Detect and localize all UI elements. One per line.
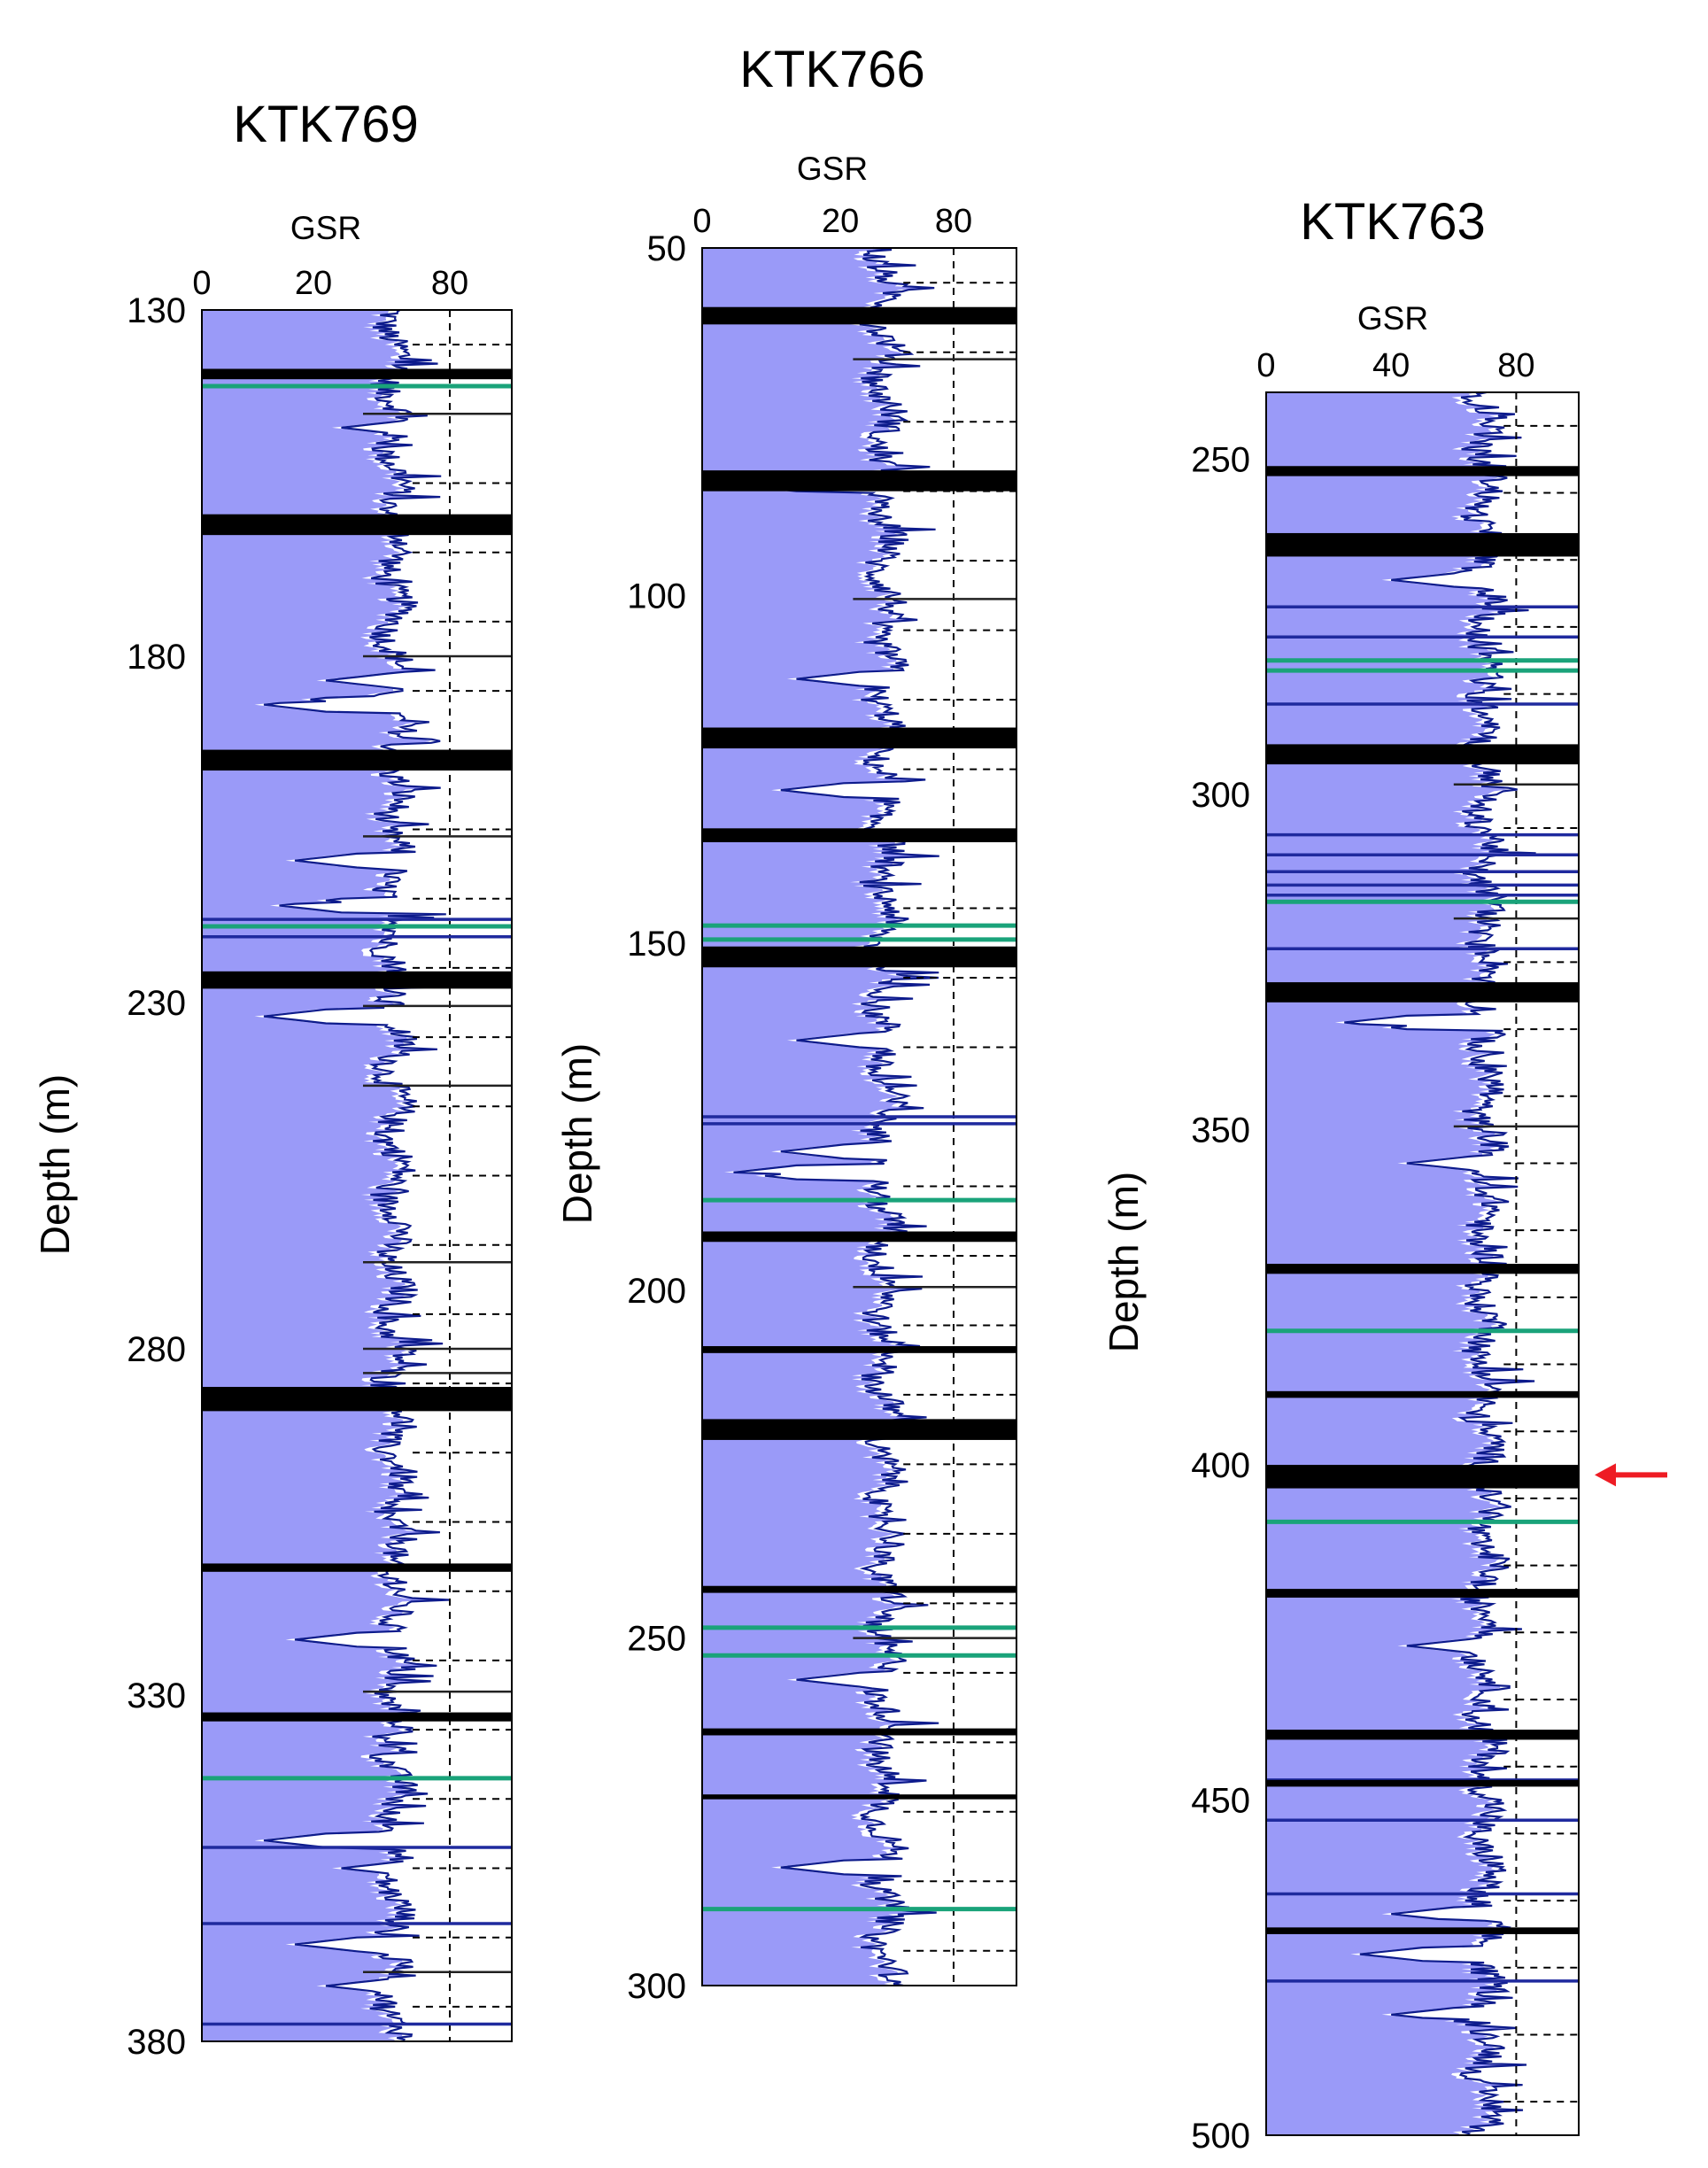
black-bed (702, 1345, 1016, 1353)
black-bed (1266, 532, 1579, 557)
panel-ktk769: KTK769 GSR Depth (m) 0 20 80 130 180 230 280 33… (32, 96, 513, 2062)
plot-frame (701, 247, 1017, 1986)
gsr-curve (263, 309, 450, 2042)
black-bed (202, 1563, 512, 1572)
panel-ktk766: KTK766 GSR Depth (m) 0 20 80 50 100 150 200 250… (554, 41, 1017, 2006)
y-tick-label: 450 (1191, 1782, 1250, 1821)
y-tick-label: 500 (1191, 2117, 1250, 2156)
black-bed (702, 828, 1016, 843)
x-tick-label: 0 (192, 265, 211, 302)
black-bed (202, 749, 512, 771)
y-axis-label: Depth (m) (1101, 1172, 1147, 1352)
y-tick-label: 150 (627, 925, 686, 964)
plot-frame (201, 309, 513, 2042)
well-title: KTK766 (739, 41, 925, 98)
black-bed (1266, 1927, 1579, 1934)
x-tick-label: 0 (692, 203, 711, 240)
y-tick-label: 230 (127, 984, 186, 1023)
y-tick-label: 350 (1191, 1111, 1250, 1150)
x-tick-label: 80 (431, 265, 468, 302)
y-axis-label: Depth (m) (32, 1074, 78, 1255)
y-tick-label: 50 (647, 229, 687, 268)
black-bed (202, 1387, 512, 1412)
black-bed (702, 946, 1016, 968)
y-tick-label: 250 (1191, 441, 1250, 480)
y-tick-label: 130 (127, 291, 186, 330)
black-bed (702, 1419, 1016, 1440)
red-arrow-head (1595, 1463, 1616, 1487)
black-bed (702, 1794, 1016, 1800)
y-tick-label: 180 (127, 638, 186, 677)
black-bed (702, 1585, 1016, 1593)
black-bed (1266, 744, 1579, 765)
y-tick-label: 400 (1191, 1446, 1250, 1485)
black-bed (1266, 1465, 1579, 1489)
x-tick-label: 40 (1372, 347, 1410, 384)
x-tick-label: 0 (1256, 347, 1275, 384)
well-title: KTK763 (1300, 193, 1486, 251)
y-axis-label: Depth (m) (554, 1043, 600, 1224)
black-bed (702, 727, 1016, 749)
y-tick-label: 300 (1191, 776, 1250, 815)
x-tick-label: 20 (295, 265, 332, 302)
black-bed (702, 470, 1016, 492)
y-tick-label: 100 (627, 577, 686, 616)
gsr-fill (202, 310, 440, 2041)
black-bed (1266, 982, 1579, 1003)
plot-frame (1265, 391, 1580, 2136)
y-tick-label: 200 (627, 1272, 686, 1311)
black-bed (202, 514, 512, 536)
y-tick-label: 330 (127, 1676, 186, 1715)
well-title: KTK769 (233, 96, 419, 153)
x-axis-label: GSR (290, 210, 361, 246)
x-tick-label: 80 (1497, 347, 1534, 384)
annotation-layer (1595, 1463, 1667, 1487)
x-axis-label: GSR (1357, 300, 1428, 337)
black-bed (1266, 1264, 1579, 1274)
x-axis-label: GSR (797, 151, 868, 187)
black-bed (702, 306, 1016, 325)
black-bed (202, 971, 512, 989)
x-tick-label: 20 (822, 203, 859, 240)
black-bed (1266, 466, 1579, 476)
panel-ktk763: KTK763 GSR Depth (m) 0 40 80 250 300 350 400 45… (1101, 193, 1580, 2156)
black-bed (702, 1231, 1016, 1243)
y-tick-label: 300 (627, 1967, 686, 2006)
y-tick-label: 280 (127, 1330, 186, 1369)
black-bed (702, 1728, 1016, 1736)
y-tick-label: 250 (627, 1620, 686, 1659)
y-tick-label: 380 (127, 2023, 186, 2062)
black-bed (202, 1712, 512, 1722)
black-bed (1266, 1730, 1579, 1740)
black-bed (1266, 1589, 1579, 1598)
black-bed (1266, 1779, 1579, 1787)
black-bed (1266, 1390, 1579, 1398)
x-tick-label: 80 (935, 203, 972, 240)
black-bed (202, 368, 512, 380)
